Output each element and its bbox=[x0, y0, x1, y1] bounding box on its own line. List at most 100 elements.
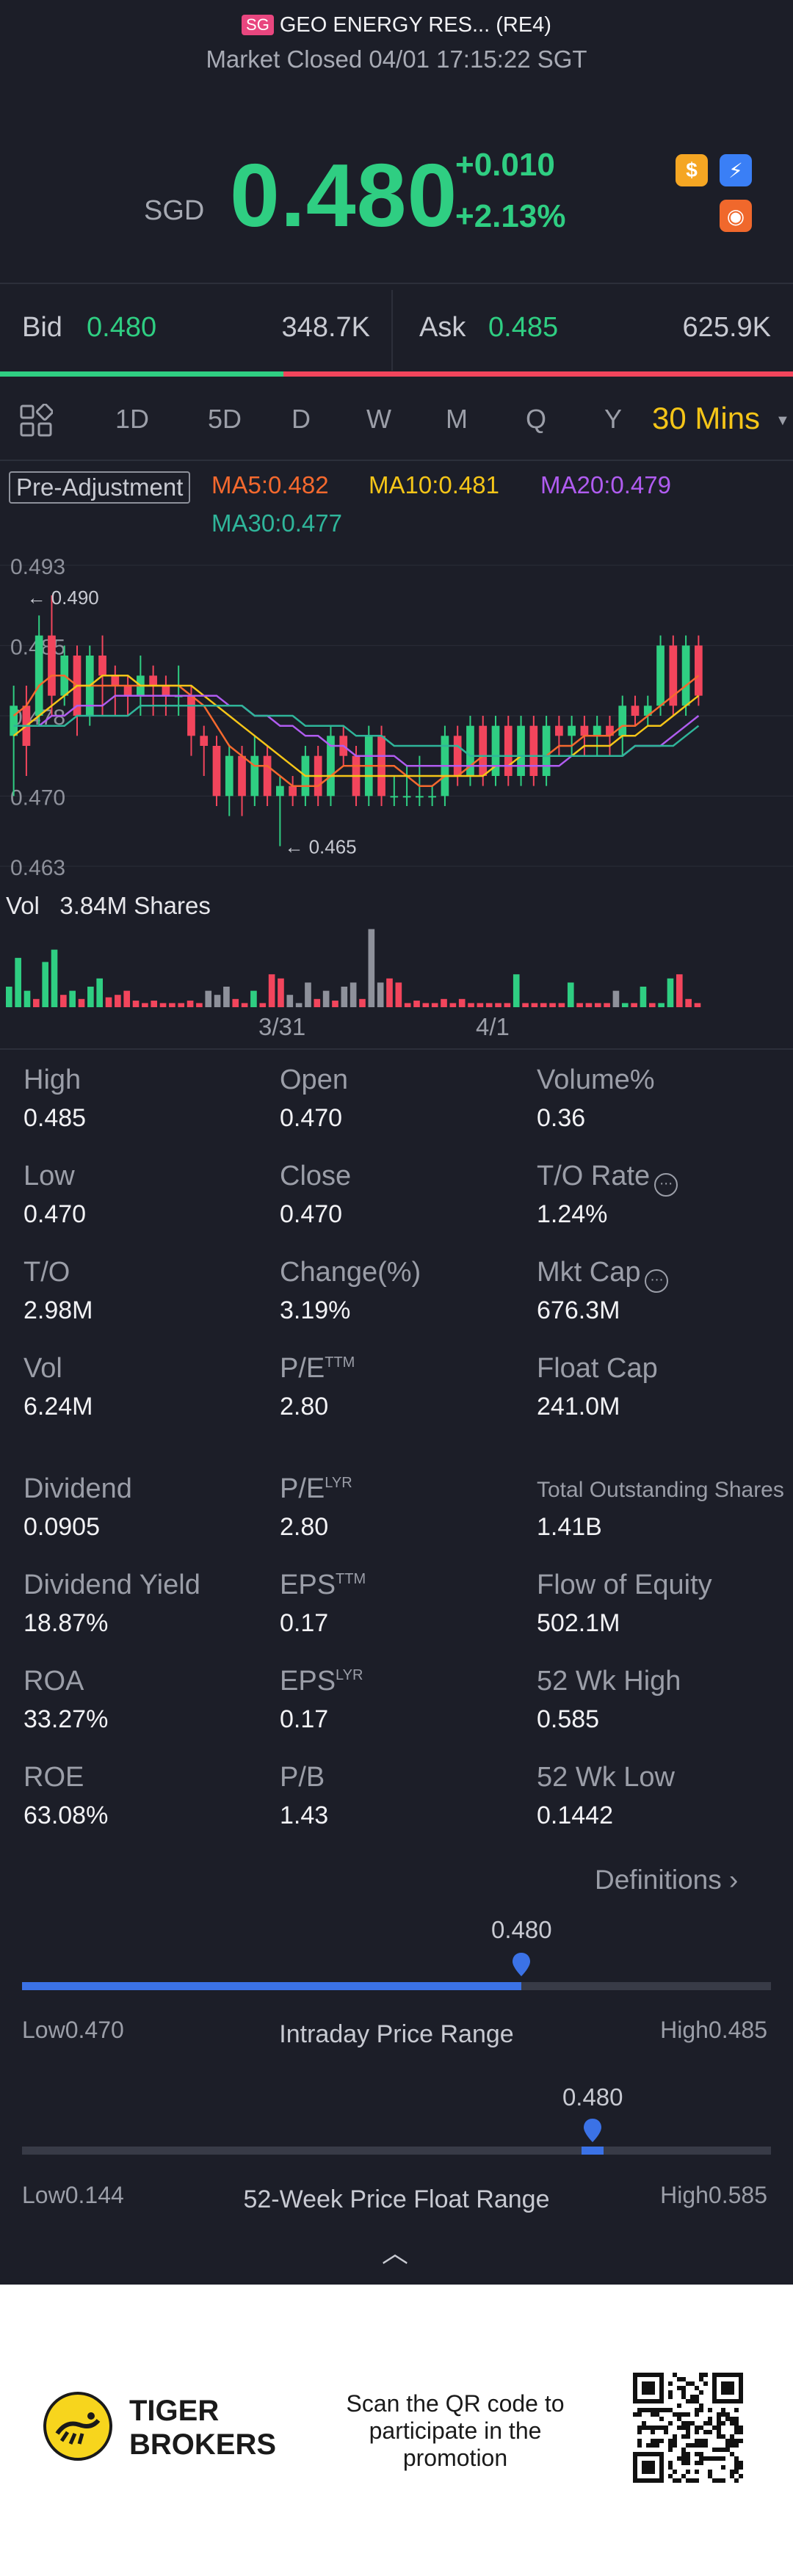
tiger-logo-icon bbox=[43, 2392, 112, 2461]
collapse-chevron-up-icon[interactable]: ︿ bbox=[382, 2238, 409, 2268]
qr-module bbox=[699, 2461, 703, 2465]
qr-module bbox=[668, 2381, 673, 2386]
volume-bar bbox=[105, 997, 112, 1007]
qr-module bbox=[703, 2373, 708, 2377]
stat-value: 18.87% bbox=[23, 1609, 109, 1637]
week52-range-title: 52-Week Price Float Range bbox=[243, 2185, 550, 2213]
qr-finder-core bbox=[721, 2381, 734, 2395]
tab-quarter[interactable]: Q bbox=[525, 404, 546, 434]
candle-body bbox=[200, 736, 209, 746]
stock-title[interactable]: SG GEO ENERGY RES... (RE4) bbox=[0, 13, 793, 37]
candle-body bbox=[48, 635, 56, 696]
ask-ratio-bar bbox=[283, 371, 793, 377]
qr-module bbox=[730, 2470, 734, 2474]
volume-bar bbox=[350, 982, 357, 1007]
tab-year[interactable]: Y bbox=[604, 404, 622, 434]
qr-module bbox=[699, 2390, 703, 2395]
qr-module bbox=[725, 2412, 730, 2417]
qr-module bbox=[677, 2377, 681, 2381]
qr-module bbox=[699, 2456, 703, 2461]
qr-module bbox=[734, 2456, 739, 2461]
qr-module bbox=[659, 2408, 664, 2412]
volume-bar bbox=[694, 1003, 701, 1007]
volume-bar bbox=[395, 982, 402, 1007]
qr-module bbox=[708, 2470, 712, 2474]
tab-5d[interactable]: 5D bbox=[207, 404, 242, 434]
candle-body bbox=[238, 755, 246, 797]
volume-bar bbox=[431, 1003, 438, 1007]
qr-module bbox=[646, 2426, 651, 2430]
qr-module bbox=[681, 2426, 686, 2430]
volume-bar bbox=[540, 1003, 547, 1007]
qr-module bbox=[686, 2478, 690, 2483]
tab-day[interactable]: D bbox=[292, 404, 311, 434]
qr-module bbox=[668, 2461, 673, 2465]
brand-name-line2: BROKERS bbox=[129, 2428, 277, 2461]
stat-label: Close bbox=[280, 1161, 352, 1191]
stat-label[interactable]: Mkt Cap ⋯ bbox=[537, 1257, 669, 1293]
lightning-icon[interactable]: ⚡ bbox=[720, 154, 752, 186]
qr-module bbox=[637, 2426, 642, 2430]
qr-module bbox=[686, 2421, 690, 2426]
candle-body bbox=[593, 725, 601, 736]
volume-bar bbox=[23, 990, 31, 1007]
qr-module bbox=[673, 2470, 677, 2474]
tab-30-mins[interactable]: 30 Mins bbox=[652, 401, 761, 435]
candle-body bbox=[669, 645, 678, 706]
volume-bar bbox=[286, 995, 294, 1007]
volume-chart[interactable] bbox=[0, 918, 793, 1009]
trade-icon[interactable]: ◉ bbox=[720, 200, 752, 232]
tab-1d[interactable]: 1D bbox=[115, 404, 150, 434]
ma5-line bbox=[12, 675, 700, 787]
qr-module bbox=[681, 2448, 686, 2452]
qr-module bbox=[739, 2461, 743, 2465]
pre-adjustment-toggle[interactable]: Pre-Adjustment bbox=[9, 471, 191, 504]
volume-bar bbox=[594, 1003, 601, 1007]
qr-module bbox=[651, 2408, 655, 2412]
stat-label[interactable]: T/O Rate ⋯ bbox=[537, 1161, 678, 1197]
stat-label: ROE bbox=[23, 1762, 84, 1793]
stat-value: 0.1442 bbox=[537, 1802, 613, 1829]
volume-bar bbox=[223, 987, 230, 1007]
qr-module bbox=[712, 2478, 717, 2483]
qr-module bbox=[699, 2373, 703, 2377]
stat-value: 6.24M bbox=[23, 1393, 93, 1421]
week52-range-track bbox=[22, 2147, 771, 2155]
qr-module bbox=[695, 2439, 699, 2443]
qr-module bbox=[690, 2395, 695, 2399]
info-icon[interactable]: ⋯ bbox=[645, 1269, 669, 1293]
grid-menu-icon[interactable] bbox=[19, 404, 53, 438]
dollar-icon[interactable]: $ bbox=[676, 154, 708, 186]
volume-label: Vol 3.84M Shares bbox=[6, 892, 211, 919]
week52-low: Low0.144 bbox=[22, 2182, 124, 2208]
qr-module bbox=[659, 2426, 664, 2430]
qr-module bbox=[721, 2434, 725, 2439]
qr-module bbox=[734, 2465, 739, 2470]
qr-module bbox=[673, 2443, 677, 2448]
info-icon[interactable]: ⋯ bbox=[654, 1173, 678, 1197]
qr-module bbox=[725, 2443, 730, 2448]
stat-value: 241.0M bbox=[537, 1393, 620, 1421]
qr-module bbox=[633, 2412, 637, 2417]
qr-module bbox=[664, 2426, 668, 2430]
qr-code-icon[interactable] bbox=[633, 2373, 743, 2483]
qr-module bbox=[681, 2412, 686, 2417]
qr-module bbox=[673, 2373, 677, 2377]
qr-module bbox=[681, 2474, 686, 2478]
volume-bar bbox=[60, 995, 67, 1007]
stat-value: 676.3M bbox=[537, 1296, 620, 1324]
qr-module bbox=[695, 2395, 699, 2399]
qr-module bbox=[655, 2412, 659, 2417]
ask-size: 625.9K bbox=[682, 312, 771, 343]
definitions-link[interactable]: Definitions › bbox=[595, 1865, 739, 1895]
high-annotation: ← 0.490 bbox=[26, 587, 98, 609]
qr-module bbox=[637, 2430, 642, 2434]
qr-module bbox=[721, 2408, 725, 2412]
low-annotation: ← 0.465 bbox=[284, 836, 356, 858]
tab-month[interactable]: M bbox=[446, 404, 468, 434]
tab-week[interactable]: W bbox=[366, 404, 391, 434]
qr-module bbox=[730, 2421, 734, 2426]
chevron-down-icon[interactable]: ▼ bbox=[775, 413, 790, 429]
qr-module bbox=[668, 2408, 673, 2412]
